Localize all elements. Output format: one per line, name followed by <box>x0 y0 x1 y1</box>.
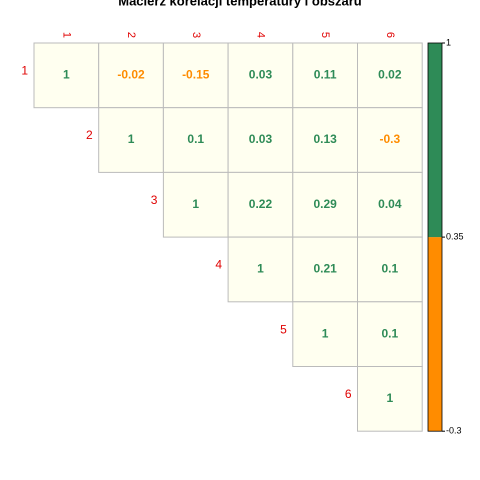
cell <box>357 171 423 238</box>
cell-value: 0.13 <box>313 132 337 146</box>
cell <box>357 107 423 173</box>
cell <box>227 236 294 303</box>
cell-value: 1 <box>63 68 70 82</box>
cell-value: -0.15 <box>182 68 210 82</box>
cell-value: 1 <box>322 326 329 340</box>
row-label: 5 <box>280 322 287 336</box>
cell <box>98 42 164 109</box>
cell-value: -0.02 <box>117 68 145 82</box>
colorbar-segment <box>428 43 442 238</box>
cell-value: 0.29 <box>313 197 337 211</box>
cell-value: 0.21 <box>313 262 337 276</box>
cell-value: 0.02 <box>378 68 402 82</box>
cell <box>227 42 294 109</box>
cell <box>98 107 164 173</box>
cell-value: 0.03 <box>249 68 273 82</box>
colorbar-tick-label: 0.35 <box>446 231 464 241</box>
cell <box>357 236 423 303</box>
cell-value: 0.22 <box>249 197 273 211</box>
cell-value: 0.04 <box>378 197 402 211</box>
column-label: 4 <box>255 32 267 38</box>
cell-value: 0.1 <box>382 326 399 340</box>
column-label: 1 <box>60 32 72 38</box>
cell <box>162 107 229 173</box>
colorbar-tick-label: 1 <box>446 37 451 47</box>
cell <box>33 42 100 109</box>
cell-value: -0.3 <box>380 132 401 146</box>
cell <box>357 301 423 367</box>
cell <box>162 171 229 238</box>
column-label: 6 <box>384 32 396 38</box>
cell <box>292 107 358 173</box>
cell-value: 0.03 <box>249 132 273 146</box>
cell-value: 1 <box>192 197 199 211</box>
column-label: 3 <box>190 32 202 38</box>
colorbar-tick-label: -0.3 <box>446 426 462 436</box>
row-label: 4 <box>215 258 222 272</box>
row-label: 6 <box>345 387 352 401</box>
cell-value: 1 <box>387 391 394 405</box>
cell-value: 1 <box>128 132 135 146</box>
cell <box>357 366 423 432</box>
colorbar-segment <box>428 237 442 432</box>
cell <box>292 171 358 238</box>
column-label: 5 <box>319 32 331 38</box>
cell-value: 0.1 <box>187 132 204 146</box>
row-label: 3 <box>151 193 158 207</box>
row-label: 2 <box>86 128 93 142</box>
cell-value: 1 <box>257 262 264 276</box>
column-label: 2 <box>125 32 137 38</box>
row-label: 1 <box>21 64 28 78</box>
cell <box>162 42 229 109</box>
cell <box>292 236 358 303</box>
cell-value: 0.1 <box>382 262 399 276</box>
cell-value: 0.11 <box>314 68 337 82</box>
cell <box>292 301 358 367</box>
cell <box>357 42 423 109</box>
chart-title: Macierz korelacji temperatury i obszaru <box>118 0 362 8</box>
